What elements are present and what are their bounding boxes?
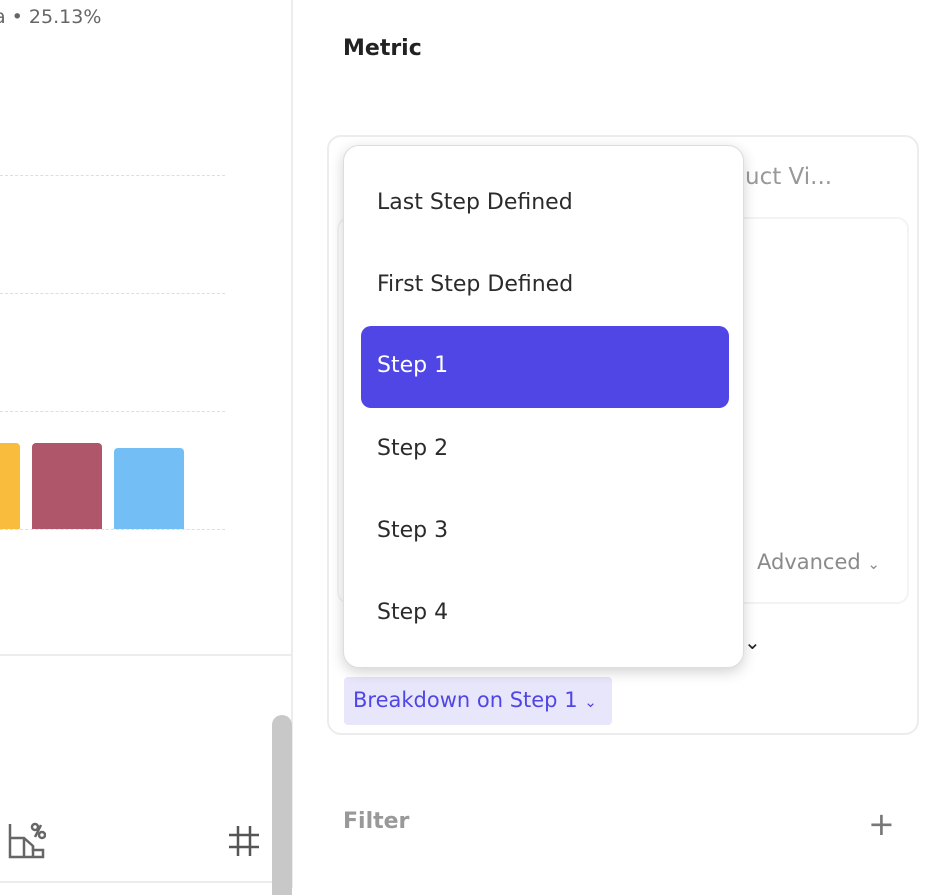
divider: [0, 881, 292, 883]
chevron-down-icon: ⌄: [867, 555, 880, 573]
dropdown-item[interactable]: Step 3: [377, 518, 449, 543]
divider: [0, 654, 292, 656]
hash-icon[interactable]: [228, 824, 260, 862]
breakdown-label: Breakdown on Step 1: [353, 688, 578, 712]
advanced-label: Advanced: [757, 550, 861, 574]
dropdown-item-selected[interactable]: Step 1: [361, 326, 729, 408]
advanced-toggle[interactable]: Advanced ⌄: [757, 550, 880, 574]
step-dropdown: Last Step Defined First Step Defined Ste…: [343, 145, 744, 668]
event-label[interactable]: uct Vi...: [745, 164, 833, 190]
chevron-down-icon[interactable]: ⌄: [744, 630, 761, 654]
bar[interactable]: [0, 443, 20, 529]
breakdown-chip[interactable]: Breakdown on Step 1 ⌄: [344, 677, 612, 725]
chart-panel: a • 25.13%: [0, 0, 293, 895]
filter-title: Filter: [343, 809, 410, 834]
chevron-down-icon: ⌄: [584, 693, 597, 711]
metric-card: [327, 135, 919, 735]
bar[interactable]: [32, 443, 102, 529]
bar[interactable]: [114, 448, 184, 529]
gridline: [0, 411, 225, 412]
metric-title: Metric: [343, 36, 422, 61]
gridline: [0, 529, 225, 530]
percent-chart-icon[interactable]: [8, 822, 47, 864]
dropdown-item[interactable]: First Step Defined: [377, 272, 574, 297]
gridline: [0, 293, 225, 294]
chart-subtitle: a • 25.13%: [0, 6, 102, 28]
scrollbar[interactable]: [272, 715, 292, 895]
dropdown-item[interactable]: Step 2: [377, 436, 449, 461]
gridline: [0, 175, 225, 176]
dropdown-item[interactable]: Step 4: [377, 600, 449, 625]
add-filter-button[interactable]: +: [868, 805, 895, 843]
dropdown-item[interactable]: Last Step Defined: [377, 190, 573, 215]
